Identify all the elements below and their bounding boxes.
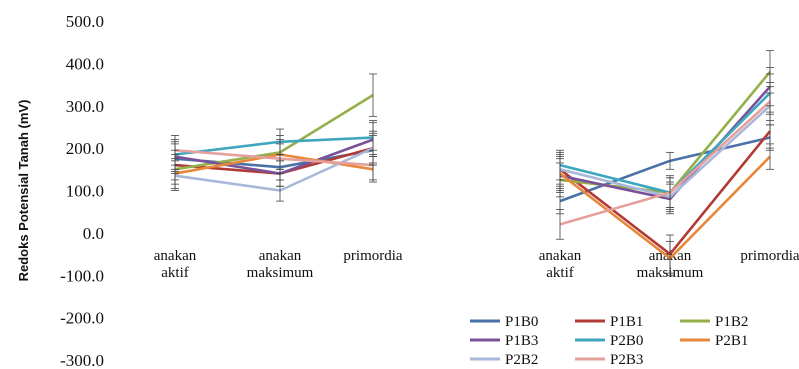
error-bar <box>766 143 774 170</box>
error-bar <box>556 209 564 240</box>
legend-label: P1B3 <box>505 333 538 349</box>
legend-label: P1B2 <box>715 314 748 330</box>
category-label: anakan aktif <box>154 248 197 281</box>
legend-label: P2B3 <box>610 352 643 368</box>
legend-item-p1b3: P1B3 <box>470 333 538 349</box>
legend-item-p2b1: P2B1 <box>680 333 748 349</box>
legend: P1B0 P1B1 P1B2 P1B3 P2B0 P2B1 P2B2 P2B3 <box>470 314 748 368</box>
y-tick-label: 500.0 <box>66 12 104 31</box>
legend-label: P2B0 <box>610 333 643 349</box>
y-tick-label: 300.0 <box>66 97 104 116</box>
error-bar <box>666 151 674 170</box>
y-tick-label: -300.0 <box>60 351 104 369</box>
error-bar <box>369 149 377 181</box>
legend-item-p2b3: P2B3 <box>575 352 643 368</box>
legend-item-p1b1: P1B1 <box>575 314 643 330</box>
y-tick-label: 0.0 <box>83 224 104 243</box>
error-bar <box>556 154 564 185</box>
x-axis-category-labels: anakan aktif anakan maksimum primordia anakan… <box>154 248 799 281</box>
legend-label: P1B1 <box>610 314 643 330</box>
series-line-p1b3 <box>559 85 771 201</box>
error-bar <box>276 143 284 174</box>
error-bar <box>171 135 179 166</box>
legend-item-p2b0: P2B0 <box>575 333 643 349</box>
error-bar <box>666 240 674 276</box>
series-lines <box>174 71 772 260</box>
legend-item-p1b0: P1B0 <box>470 314 538 330</box>
legend-label: P1B0 <box>505 314 538 330</box>
category-label: primordia <box>740 248 799 264</box>
error-bars <box>171 50 774 276</box>
legend-label: P2B2 <box>505 352 538 368</box>
category-label: primordia <box>343 248 402 264</box>
legend-item-p1b2: P1B2 <box>680 314 748 330</box>
y-tick-label: -200.0 <box>60 309 104 328</box>
y-tick-label: 100.0 <box>66 182 104 201</box>
y-tick-label: 400.0 <box>66 54 104 73</box>
category-label: anakan aktif <box>539 248 582 281</box>
error-bar <box>766 82 774 121</box>
series-line-p1b2 <box>559 71 772 194</box>
y-axis: 500.0 400.0 300.0 200.0 100.0 0.0 -100.0 -200.0… <box>60 12 104 369</box>
error-bar <box>666 177 674 208</box>
y-tick-label: -100.0 <box>60 266 104 285</box>
error-bar <box>276 179 284 202</box>
legend-label: P2B1 <box>715 333 748 349</box>
legend-item-p2b2: P2B2 <box>470 352 538 368</box>
y-tick-label: 200.0 <box>66 139 104 158</box>
y-axis-title: Redoks Potensial Tanah (mV) <box>16 100 31 282</box>
error-bar <box>369 73 377 117</box>
